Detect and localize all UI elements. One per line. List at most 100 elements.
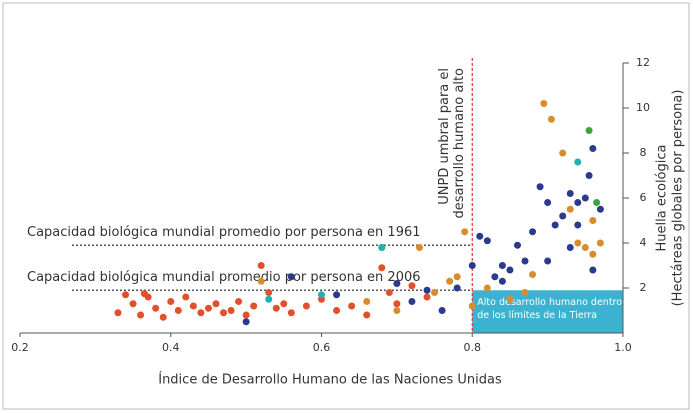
point bbox=[559, 149, 567, 157]
point bbox=[566, 244, 574, 251]
point bbox=[423, 286, 431, 294]
point bbox=[129, 300, 137, 308]
point bbox=[513, 241, 521, 249]
point bbox=[468, 302, 476, 310]
y-axis-label: (Hectáreas globales por persona) bbox=[671, 90, 686, 307]
point bbox=[122, 291, 130, 299]
highlight-box bbox=[472, 290, 623, 333]
point bbox=[476, 232, 484, 240]
y-tick-label: 6 bbox=[640, 191, 647, 204]
point bbox=[257, 262, 265, 269]
point bbox=[280, 300, 288, 308]
point bbox=[551, 221, 559, 229]
x-tick-label: 1.0 bbox=[614, 341, 632, 354]
point bbox=[363, 298, 371, 305]
point bbox=[536, 183, 544, 191]
point bbox=[596, 205, 604, 213]
x-tick-label: 0.6 bbox=[313, 341, 331, 354]
point bbox=[189, 302, 197, 310]
y-tick-label: 8 bbox=[640, 146, 647, 159]
point bbox=[272, 304, 280, 312]
x-tick-label: 0.4 bbox=[162, 341, 180, 354]
point bbox=[287, 273, 295, 281]
point bbox=[140, 290, 148, 298]
point bbox=[566, 205, 574, 213]
point bbox=[593, 199, 601, 206]
point bbox=[559, 212, 567, 220]
point bbox=[589, 145, 597, 152]
point bbox=[521, 257, 529, 265]
y-tick-label: 4 bbox=[640, 236, 647, 249]
point bbox=[446, 277, 454, 285]
reference-label: Capacidad biológica mundial promedio por… bbox=[27, 270, 421, 285]
point bbox=[438, 307, 446, 314]
point bbox=[159, 313, 167, 321]
point bbox=[544, 199, 552, 206]
point bbox=[333, 291, 341, 299]
point bbox=[483, 237, 491, 245]
point bbox=[393, 307, 401, 314]
point bbox=[204, 304, 212, 312]
point bbox=[581, 244, 589, 251]
point bbox=[220, 309, 228, 317]
x-tick-label: 0.2 bbox=[11, 341, 29, 354]
point bbox=[574, 199, 582, 206]
y-axis-label: Huella ecológica bbox=[655, 145, 670, 252]
point bbox=[566, 190, 574, 197]
y-tick-label: 10 bbox=[636, 101, 650, 114]
point bbox=[242, 318, 250, 326]
reference-label: Capacidad biológica mundial promedio por… bbox=[27, 225, 421, 240]
point bbox=[333, 307, 341, 314]
point bbox=[589, 266, 597, 274]
highlight-label: Alto desarrollo humano dentro bbox=[477, 297, 622, 308]
point bbox=[182, 293, 190, 301]
point bbox=[498, 277, 506, 285]
point bbox=[408, 298, 416, 305]
point bbox=[235, 298, 243, 305]
point bbox=[415, 244, 423, 251]
x-axis-label: Índice de Desarrollo Humano de las Nacio… bbox=[158, 372, 502, 388]
point bbox=[137, 311, 145, 319]
point bbox=[529, 271, 537, 278]
point bbox=[363, 311, 371, 319]
threshold-label: UNPD umbral para el bbox=[437, 68, 452, 205]
point bbox=[461, 228, 469, 236]
point bbox=[483, 284, 491, 292]
point bbox=[227, 307, 235, 314]
y-tick-label: 2 bbox=[640, 281, 647, 294]
point bbox=[167, 298, 175, 305]
point bbox=[581, 194, 589, 202]
point bbox=[302, 302, 310, 310]
point bbox=[589, 250, 597, 258]
point bbox=[540, 100, 548, 107]
point bbox=[521, 289, 529, 296]
point bbox=[431, 289, 439, 296]
y-tick-label: 12 bbox=[636, 56, 650, 69]
point bbox=[547, 115, 555, 123]
point bbox=[408, 282, 416, 290]
point bbox=[257, 277, 265, 285]
point bbox=[114, 309, 122, 317]
point bbox=[287, 309, 295, 317]
point bbox=[453, 284, 461, 292]
point bbox=[250, 302, 258, 310]
point bbox=[318, 291, 325, 299]
point bbox=[506, 295, 514, 303]
point bbox=[423, 293, 431, 301]
point bbox=[197, 309, 205, 317]
point bbox=[468, 262, 476, 269]
point bbox=[585, 172, 593, 179]
point bbox=[174, 307, 182, 314]
point bbox=[453, 273, 461, 281]
point bbox=[574, 239, 582, 247]
point bbox=[393, 280, 401, 287]
point bbox=[378, 264, 386, 272]
point bbox=[265, 295, 273, 303]
point bbox=[589, 217, 597, 224]
x-tick-label: 0.8 bbox=[464, 341, 482, 354]
point bbox=[212, 300, 220, 308]
threshold-label: desarrollo humano alto bbox=[452, 68, 467, 219]
point bbox=[498, 262, 506, 269]
